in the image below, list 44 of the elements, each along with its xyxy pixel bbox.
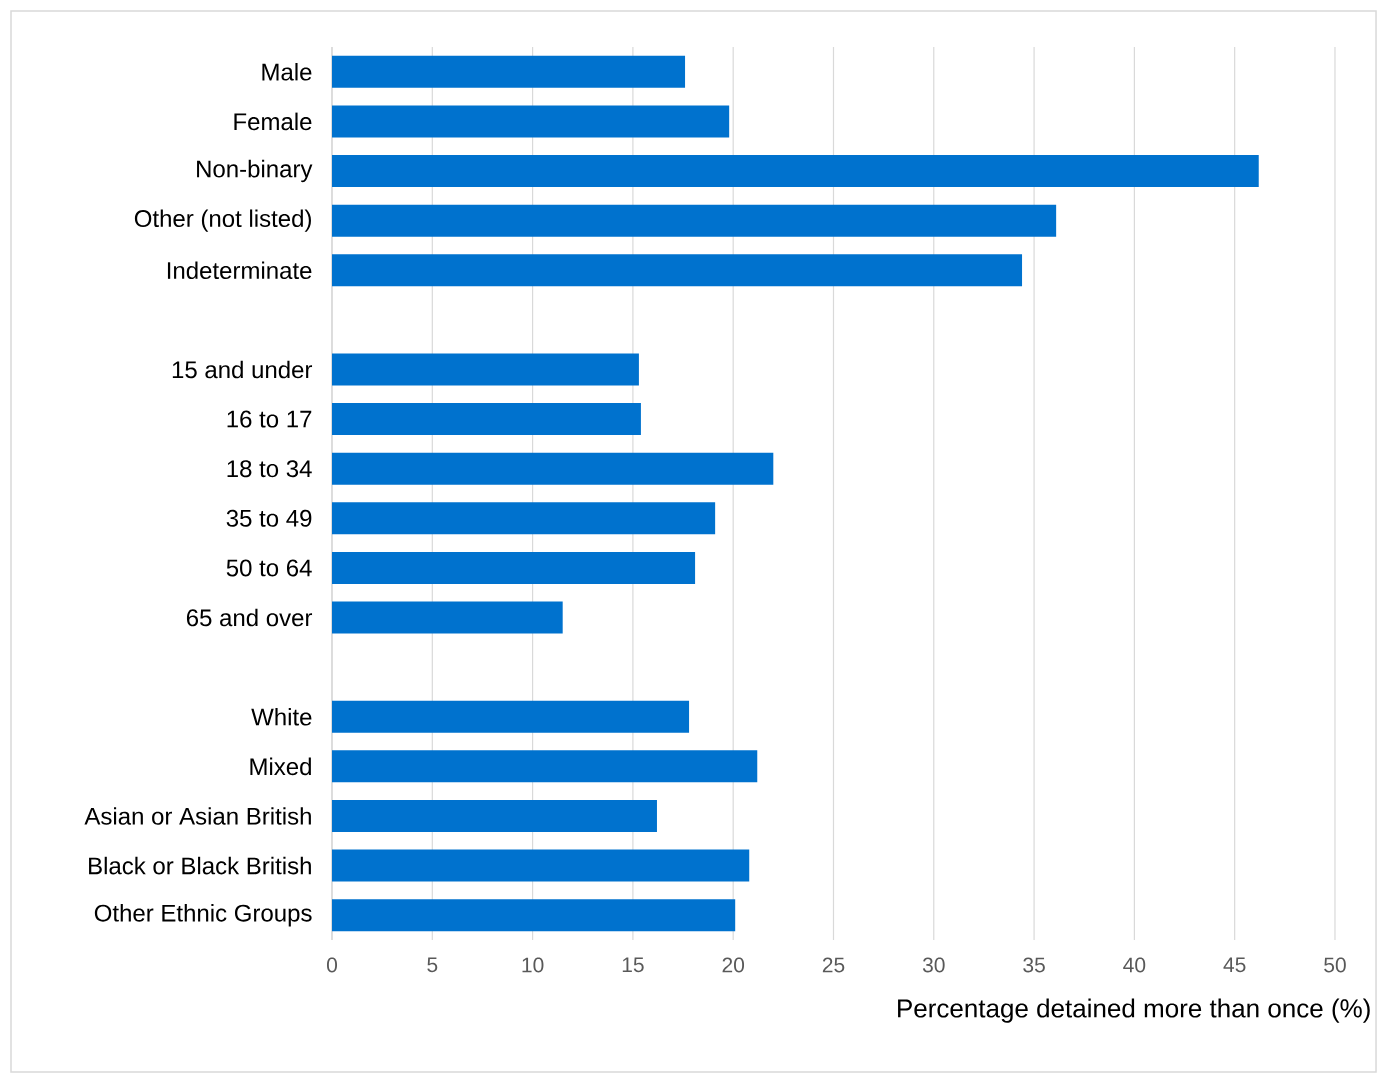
- y-tick-label: 35 to 49: [226, 509, 312, 527]
- x-tick-label: 0: [327, 957, 338, 973]
- bar: [332, 204, 1057, 237]
- x-tick-label: 50: [1324, 957, 1346, 973]
- bar: [332, 551, 696, 584]
- bar: [332, 849, 750, 882]
- x-tick-label: 10: [522, 957, 544, 973]
- bar: [332, 55, 686, 88]
- bar: [332, 899, 736, 932]
- y-tick-label: 65 and over: [186, 608, 313, 627]
- y-tick-label: Non-binary: [197, 159, 313, 183]
- bar: [332, 155, 1259, 188]
- bar: [332, 105, 730, 138]
- bar: [332, 601, 563, 634]
- bar: [332, 799, 657, 832]
- y-tick-label: White: [251, 707, 312, 726]
- bar: [332, 452, 774, 485]
- y-tick-label: Mixed: [250, 757, 311, 776]
- bar: [332, 750, 758, 783]
- bar: [332, 700, 690, 733]
- x-tick-label: 35: [1023, 957, 1045, 973]
- y-tick-label: Male: [262, 62, 312, 81]
- x-axis-title: Percentage detained more than once (%): [898, 998, 1370, 1023]
- bar: [332, 502, 716, 535]
- x-tick-label: 20: [722, 957, 745, 973]
- y-tick-label: 18 to 34: [227, 460, 312, 478]
- y-tick-label: Female: [234, 112, 312, 131]
- x-tick-label: 45: [1223, 957, 1246, 973]
- y-tick-label: 50 to 64: [226, 559, 312, 577]
- x-tick-label: 30: [922, 957, 945, 973]
- y-tick-label: Other Ethnic Groups: [94, 904, 312, 927]
- y-tick-label: Indeterminate: [167, 261, 312, 280]
- y-tick-label: 16 to 17: [227, 410, 312, 428]
- y-tick-label: Other (not listed): [134, 209, 311, 232]
- bar: [332, 403, 641, 436]
- y-tick-label: 15 and under: [172, 360, 313, 379]
- x-tick-label: 5: [427, 957, 438, 973]
- x-tick-label: 40: [1123, 957, 1146, 973]
- x-tick-label: 25: [822, 957, 845, 973]
- y-tick-label: Asian or Asian British: [84, 807, 311, 825]
- bar: [332, 254, 1023, 287]
- bar: [332, 353, 639, 386]
- x-tick-label: 15: [622, 957, 644, 973]
- y-tick-label: Black or Black British: [89, 856, 311, 875]
